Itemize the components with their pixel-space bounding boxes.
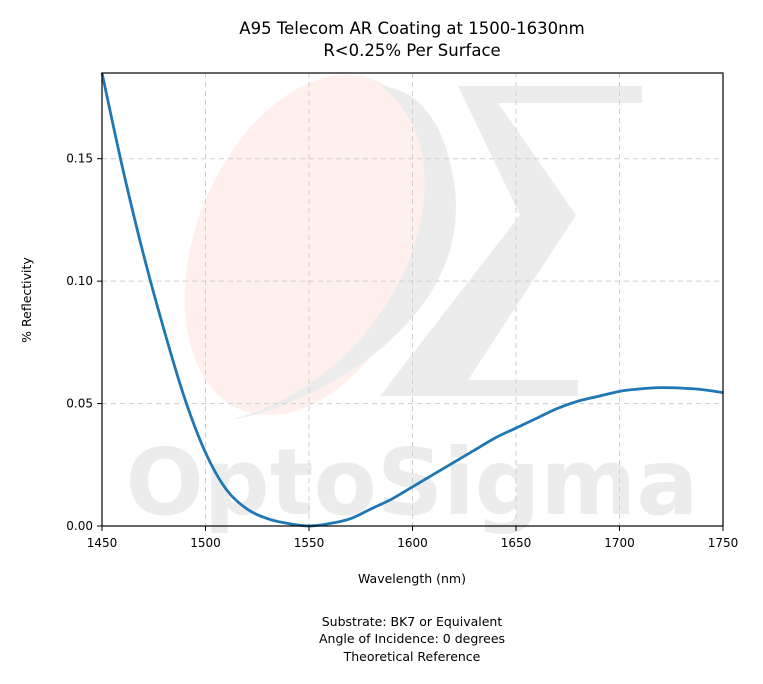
y-tick-label: 0.05 bbox=[66, 397, 93, 411]
y-tick-label: 0.15 bbox=[66, 152, 93, 166]
x-tick-label: 1700 bbox=[604, 536, 635, 550]
x-tick-label: 1450 bbox=[87, 536, 118, 550]
x-tick-label: 1500 bbox=[190, 536, 221, 550]
chart-subtitle: R<0.25% Per Surface bbox=[323, 41, 500, 60]
x-tick-label: 1750 bbox=[708, 536, 739, 550]
chart-title: A95 Telecom AR Coating at 1500-1630nm bbox=[239, 19, 584, 38]
x-tick-label: 1650 bbox=[501, 536, 532, 550]
watermark: OptoSigma bbox=[126, 74, 698, 536]
x-tick-label: 1550 bbox=[294, 536, 325, 550]
x-axis: 1450 1500 1550 1600 1650 1700 1750 bbox=[87, 526, 739, 550]
footer-angle: Angle of Incidence: 0 degrees bbox=[319, 631, 505, 646]
grid bbox=[102, 73, 723, 526]
y-tick-label: 0.10 bbox=[66, 274, 93, 288]
watermark-sigma-icon bbox=[380, 86, 642, 396]
footer-substrate: Substrate: BK7 or Equivalent bbox=[322, 614, 503, 629]
x-axis-label: Wavelength (nm) bbox=[358, 571, 466, 586]
series-line-0 bbox=[100, 72, 724, 528]
series-layer bbox=[100, 72, 724, 528]
footer-reference: Theoretical Reference bbox=[343, 649, 481, 664]
x-tick-label: 1600 bbox=[397, 536, 428, 550]
y-axis: 0.00 0.05 0.10 0.15 bbox=[66, 152, 102, 533]
y-axis-label: % Reflectivity bbox=[19, 257, 34, 343]
y-tick-label: 0.00 bbox=[66, 519, 93, 533]
